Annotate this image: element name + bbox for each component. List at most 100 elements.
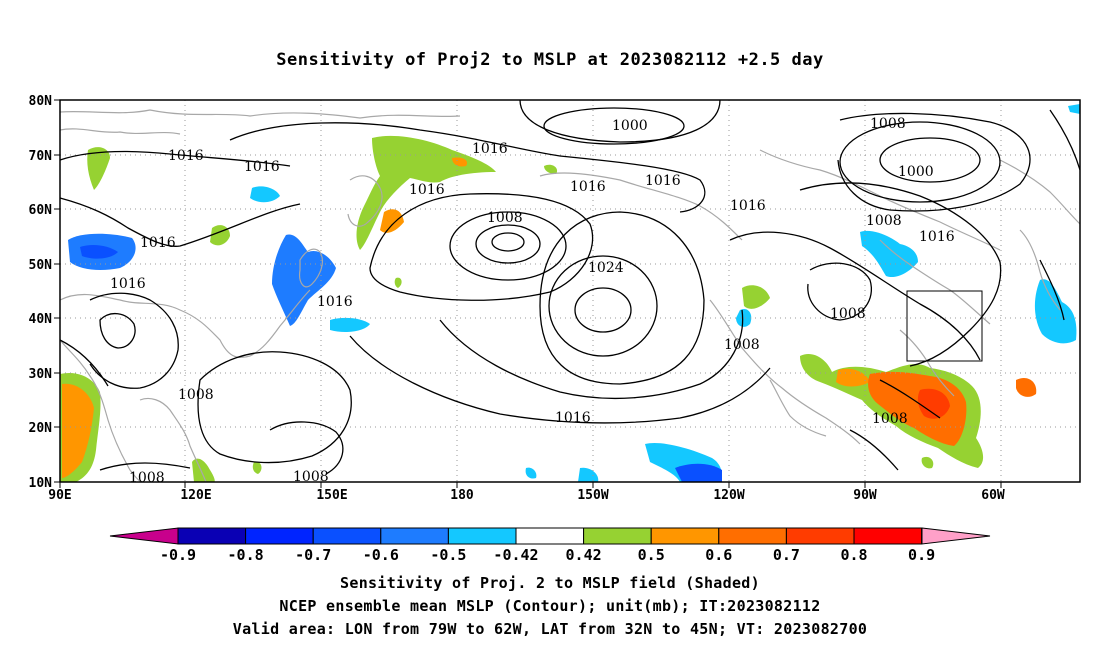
colorbar-label: -0.7 (295, 546, 331, 564)
lon-tick-label: 180 (450, 488, 474, 503)
contour-label: 1016 (244, 159, 280, 175)
contour-label: 1008 (870, 116, 906, 132)
lat-axis: 80N 70N 60N 50N 40N 30N 20N 10N (29, 94, 53, 491)
contour-label: 1024 (588, 260, 624, 276)
shade-pos (836, 368, 870, 387)
colorbar-label: -0.5 (430, 546, 466, 564)
shade-neg (250, 186, 280, 203)
contour-label: 1008 (178, 387, 214, 403)
colorbar-cell (583, 527, 652, 545)
colorbar-cell (447, 527, 517, 545)
colorbar-cell (785, 527, 855, 545)
shaded-sensitivity (60, 104, 1080, 482)
lon-tick-label: 150E (316, 488, 347, 503)
shade-neg (860, 230, 918, 278)
shade-pos (868, 371, 967, 446)
tick-marks (54, 99, 1002, 488)
contour-label: 1008 (872, 411, 908, 427)
colorbar-cell (718, 527, 787, 545)
colorbar-cells (177, 527, 923, 545)
colorbar-label: 0.8 (840, 546, 867, 564)
lon-tick-label: 60W (981, 488, 1005, 503)
caption-line-2: NCEP ensemble mean MSLP (Contour); unit(… (279, 597, 821, 615)
shade-pos (742, 285, 770, 309)
caption-line-3: Valid area: LON from 79W to 62W, LAT fro… (232, 620, 868, 638)
contour-label: 1008 (129, 470, 165, 486)
contour-label: 1008 (866, 213, 902, 229)
lon-axis: 90E 120E 150E 180 150W 120W 90W 60W (48, 488, 1005, 503)
lat-tick-label: 80N (29, 94, 53, 109)
contour-label: 1016 (409, 182, 445, 198)
contour-label: 1016 (555, 410, 591, 426)
colorbar-cell (380, 527, 449, 545)
colorbar-label: 0.7 (773, 546, 800, 564)
contour-label: 1000 (612, 118, 648, 134)
lat-tick-label: 60N (29, 203, 53, 218)
shade-pos (544, 164, 558, 174)
caption-line-1: Sensitivity of Proj. 2 to MSLP field (Sh… (340, 574, 760, 592)
shade-pos (917, 388, 950, 419)
shade-pos (252, 461, 262, 474)
shade-neg (675, 463, 722, 482)
lon-tick-label: 150W (577, 488, 608, 503)
contour-label: 1016 (472, 141, 508, 157)
colorbar-labels: -0.9 -0.8 -0.7 -0.6 -0.5 -0.42 0.42 0.5 0.6 0.7 0.… (160, 546, 935, 564)
mslp-contours (59, 99, 1081, 475)
shade-neg (80, 244, 118, 259)
lat-tick-label: 20N (29, 421, 53, 436)
contour-label: 1008 (487, 210, 523, 226)
colorbar-cell (177, 527, 247, 545)
contour-label: 1016 (645, 173, 681, 189)
lat-tick-label: 50N (29, 258, 53, 273)
coastlines (59, 109, 1081, 483)
contour-label: 1016 (570, 179, 606, 195)
contour-label: 1008 (830, 306, 866, 322)
lat-tick-label: 30N (29, 367, 53, 382)
colorbar-label: -0.9 (160, 546, 196, 564)
lon-tick-label: 120E (180, 488, 211, 503)
lon-tick-label: 90W (853, 488, 877, 503)
colorbar-label: -0.8 (228, 546, 264, 564)
shade-pos (452, 157, 468, 167)
colorbar-label: 0.42 (566, 546, 602, 564)
lat-tick-label: 70N (29, 149, 53, 164)
contour-label: 1016 (919, 229, 955, 245)
contour-label: 1008 (724, 337, 760, 353)
shade-neg (272, 234, 336, 326)
shade-neg (330, 317, 370, 332)
contour-label: 1016 (168, 148, 204, 164)
colorbar-cell (312, 527, 382, 545)
shade-neg (1068, 104, 1080, 114)
valid-area-box (906, 290, 983, 362)
shade-pos (394, 277, 402, 288)
contour-label: 1016 (730, 198, 766, 214)
colorbar-label: -0.6 (363, 546, 399, 564)
shade-pos (921, 456, 934, 469)
lat-tick-label: 10N (29, 476, 53, 491)
contour-label: 1000 (898, 164, 934, 180)
colorbar-low-triangle (109, 527, 179, 545)
contour-label: 1016 (317, 294, 353, 310)
lon-tick-label: 120W (713, 488, 744, 503)
contour-label: 1008 (293, 469, 329, 485)
shade-pos (1016, 377, 1037, 397)
colorbar-cell (245, 527, 314, 545)
shade-neg (1034, 279, 1077, 344)
colorbar-high-triangle (921, 527, 991, 545)
colorbar-label: -0.42 (493, 546, 538, 564)
map-title: Sensitivity of Proj2 to MSLP at 20230821… (276, 50, 824, 70)
shade-pos (87, 147, 110, 190)
colorbar-label: 0.6 (705, 546, 732, 564)
lon-tick-label: 90E (48, 488, 71, 503)
colorbar-label: 0.5 (638, 546, 665, 564)
shade-pos (380, 209, 404, 233)
grid (60, 100, 1080, 482)
shade-neg (736, 308, 752, 327)
shade-neg (578, 467, 599, 482)
map-frame (59, 99, 1081, 483)
colorbar-label: 0.9 (908, 546, 935, 564)
colorbar-cell (650, 527, 720, 545)
colorbar-cell (853, 527, 923, 545)
lat-tick-label: 40N (29, 312, 53, 327)
